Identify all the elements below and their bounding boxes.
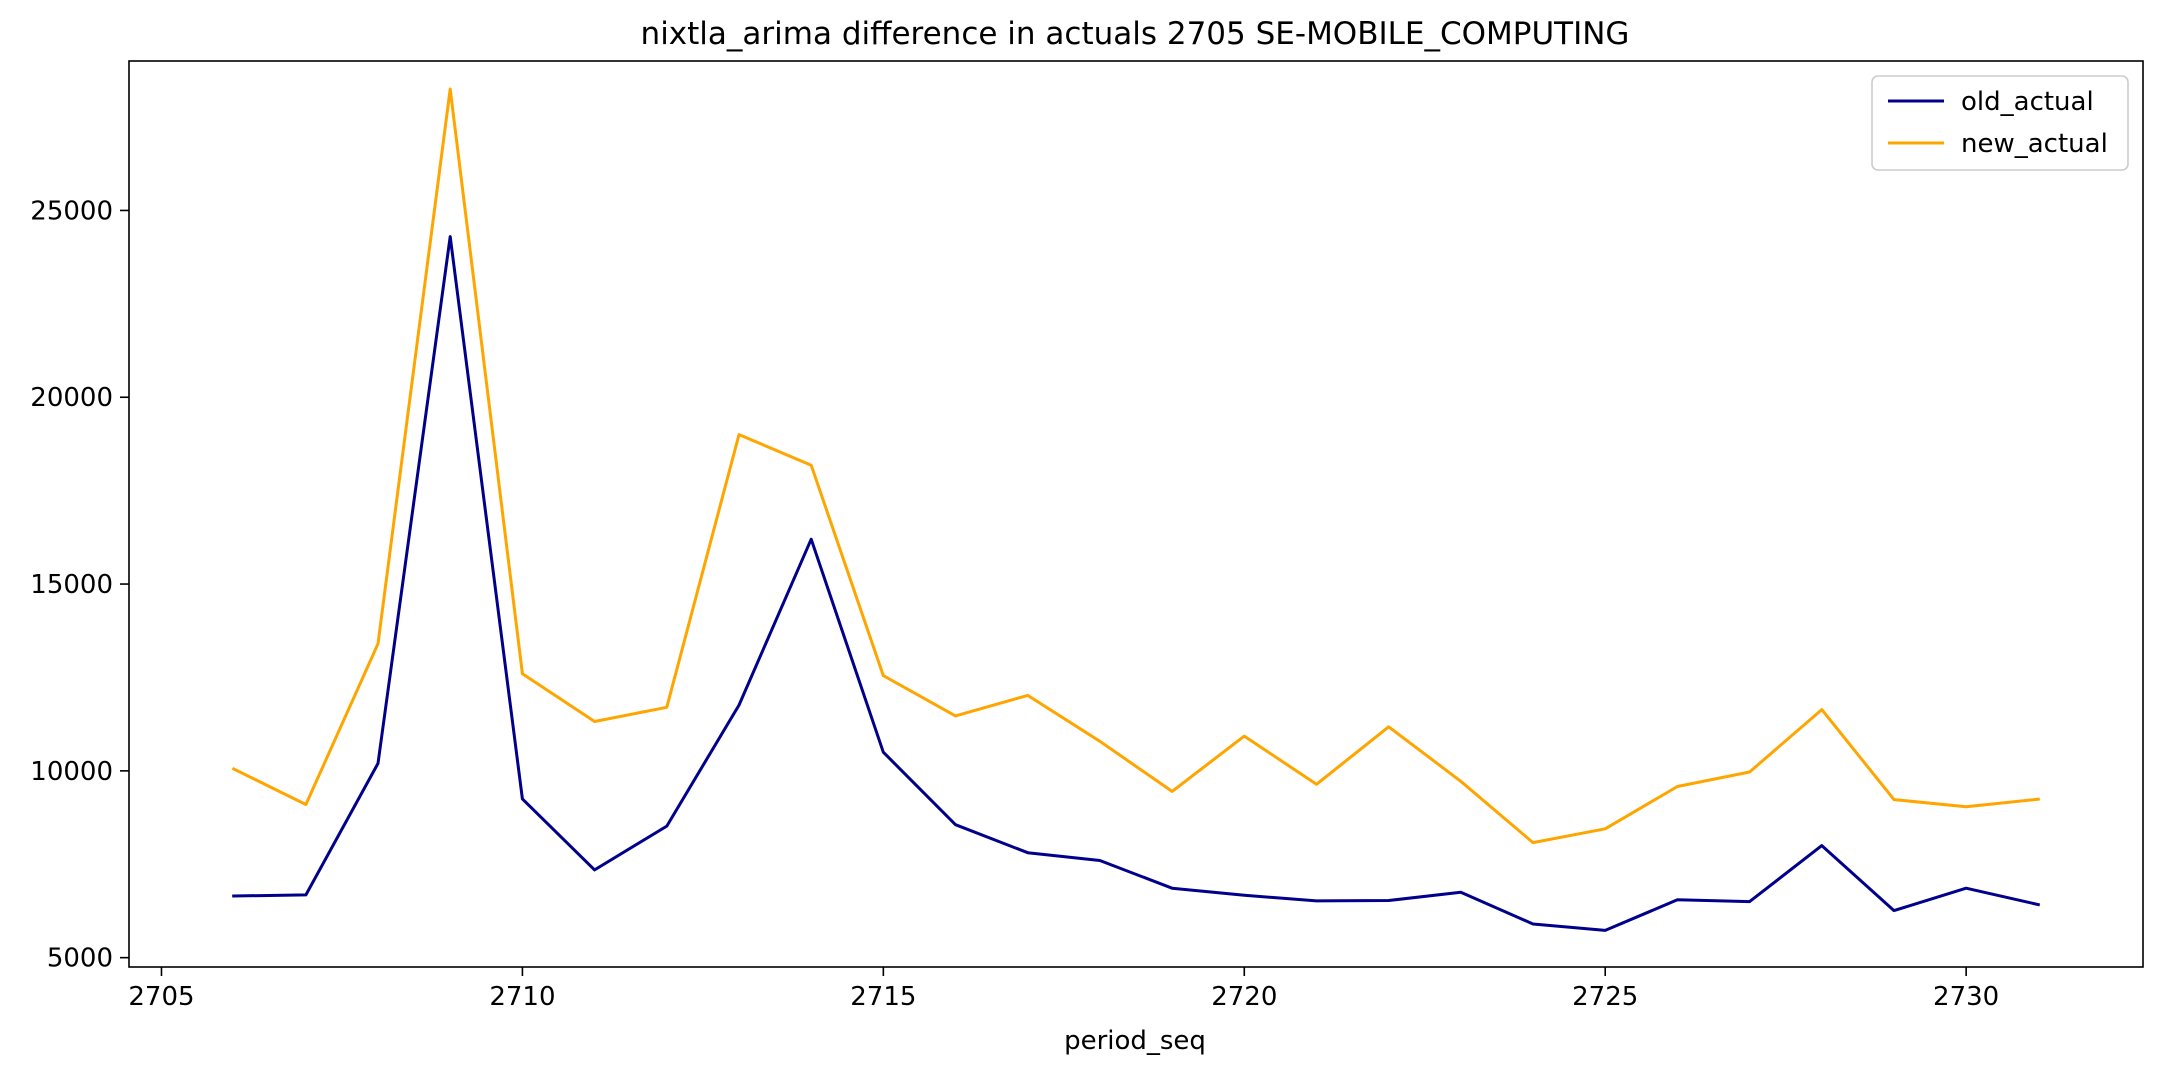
legend-label-old_actual: old_actual: [1961, 87, 2094, 117]
chart-title: nixtla_arima difference in actuals 2705 …: [641, 16, 1630, 52]
x-tick-label: 2725: [1572, 982, 1638, 1012]
series-line-new_actual: [231, 87, 2040, 845]
legend-label-new_actual: new_actual: [1961, 129, 2108, 159]
x-tick-label: 2705: [128, 982, 194, 1012]
plot-lines: [231, 87, 2041, 932]
y-axis-ticks: 5000 10000 15000 20000 25000: [30, 196, 129, 974]
plot-frame: [128, 60, 2144, 968]
x-tick-label: 2710: [489, 982, 555, 1012]
x-axis-ticks: 2705 2710 2715 2720 2725 2730: [128, 967, 1999, 1012]
x-tick-label: 2730: [1933, 982, 1999, 1012]
legend: old_actual new_actual: [1871, 75, 2129, 171]
x-tick-label: 2715: [850, 982, 916, 1012]
series-line-old_actual: [232, 235, 2041, 932]
y-tick-label: 5000: [47, 944, 113, 974]
y-tick-label: 15000: [30, 570, 113, 600]
x-axis-label: period_seq: [1064, 1026, 1206, 1056]
y-tick-label: 25000: [30, 196, 113, 226]
y-tick-label: 10000: [30, 757, 113, 787]
y-tick-label: 20000: [30, 383, 113, 413]
x-tick-label: 2720: [1211, 982, 1277, 1012]
